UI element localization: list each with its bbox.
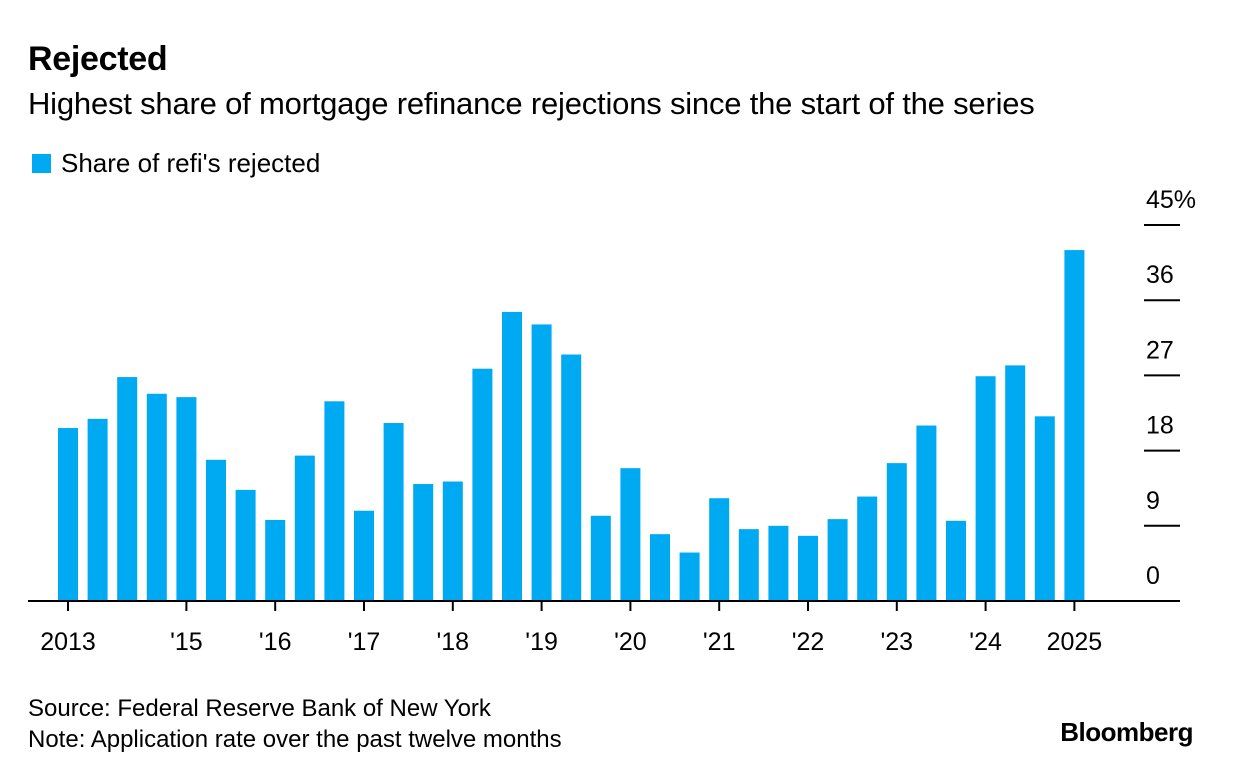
y-tick-label-36: 36 (1146, 261, 1174, 289)
bar-31 (975, 376, 996, 601)
x-tick-label-28: '23 (881, 628, 914, 656)
x-tick-label-13: '18 (437, 628, 470, 656)
bar-30 (946, 520, 966, 601)
bar-18 (590, 515, 611, 601)
chart-subtitle: Highest share of mortgage refinance reje… (28, 86, 1035, 121)
bars-group (58, 250, 1085, 602)
bar-28 (886, 463, 907, 601)
legend-label: Share of refi's rejected (61, 148, 321, 178)
x-tick-label-16: '19 (525, 628, 558, 656)
bar-14 (472, 368, 493, 601)
bar-25 (798, 535, 818, 601)
bar-1 (87, 418, 108, 601)
bar-17 (561, 354, 582, 601)
x-tick-label-10: '17 (348, 628, 381, 656)
bar-16 (531, 324, 552, 601)
y-tick-label-0: 0 (1146, 562, 1160, 590)
bar-33 (1034, 416, 1055, 601)
bar-13 (442, 481, 463, 601)
bar-10 (354, 510, 374, 601)
chart-title: Rejected (28, 40, 168, 78)
y-tick-label-9: 9 (1146, 487, 1160, 515)
source-note: Source: Federal Reserve Bank of New York (28, 695, 491, 722)
bar-27 (857, 496, 878, 601)
bar-11 (383, 423, 404, 601)
bar-19 (620, 468, 641, 601)
y-axis-group: 0 9 18 27 36 45% (28, 186, 1196, 602)
x-tick-label-34: 2025 (1047, 628, 1103, 656)
bar-34 (1064, 250, 1085, 602)
bar-15 (502, 311, 522, 601)
y-tick-label-45: 45% (1146, 186, 1196, 214)
bar-0 (58, 428, 78, 601)
bar-24 (768, 525, 789, 601)
bar-22 (709, 498, 730, 601)
x-tick-label-25: '22 (792, 628, 825, 656)
x-tick-label-0: 2013 (40, 628, 96, 656)
bar-9 (324, 401, 345, 601)
x-tick-label-7: '16 (259, 628, 292, 656)
bar-6 (235, 489, 256, 601)
bar-2 (117, 377, 138, 601)
bar-23 (738, 529, 759, 601)
bar-26 (827, 519, 848, 601)
bar-3 (146, 393, 167, 601)
legend: Share of refi's rejected (32, 148, 320, 179)
bar-21 (679, 552, 700, 601)
bar-32 (1005, 365, 1026, 601)
footnote: Note: Application rate over the past twe… (28, 726, 562, 753)
y-tick-label-27: 27 (1146, 336, 1174, 364)
bar-29 (916, 425, 937, 601)
bar-8 (294, 455, 315, 601)
x-tick-label-22: '21 (703, 628, 736, 656)
y-tick-label-18: 18 (1146, 412, 1174, 440)
bar-7 (265, 519, 286, 601)
x-tick-label-19: '20 (614, 628, 647, 656)
bar-5 (206, 459, 226, 601)
bar-12 (413, 484, 434, 601)
x-tick-label-4: '15 (170, 628, 203, 656)
bar-20 (650, 534, 670, 601)
legend-swatch (32, 154, 51, 173)
x-axis-group: 2013 '15 '16 '17 '18 '19 '20 '21 '22 '23 '24 2025 (40, 601, 1102, 656)
bloomberg-logo: Bloomberg (1060, 717, 1193, 747)
bar-4 (176, 397, 197, 601)
x-tick-label-31: '24 (969, 628, 1002, 656)
